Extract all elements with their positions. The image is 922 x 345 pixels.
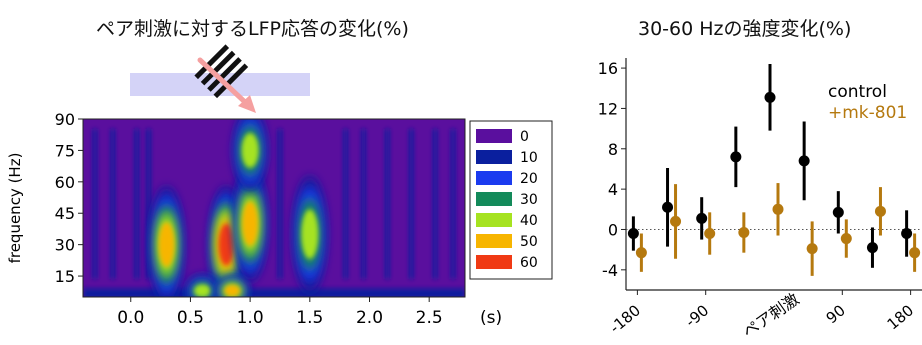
- hotspot-contour: [241, 133, 259, 168]
- spectrogram-heatmap: [83, 119, 465, 297]
- colorbar-label: 10: [520, 150, 538, 166]
- y-tick-label: 0: [608, 220, 618, 239]
- data-point: [704, 228, 716, 240]
- y-tick-label: -4: [602, 261, 618, 280]
- activity-streak: [433, 129, 438, 279]
- activity-streak: [92, 129, 97, 279]
- series-mk801: [635, 183, 921, 276]
- activity-streak: [409, 129, 414, 279]
- y-tick-label: 16: [598, 59, 618, 78]
- colorbar-label: 0: [520, 129, 529, 145]
- activity-streak: [385, 129, 390, 279]
- stimulus-bar: [130, 73, 310, 96]
- colorbar-label: 20: [520, 171, 538, 187]
- spectrogram-panel: ペア刺激に対するLFP応答の変化(%) 15 30 45 60 75 90 0.0 0.5 1.…: [6, 18, 553, 328]
- x-tick-label: 90: [823, 301, 849, 327]
- errorbar-title: 30-60 Hzの強度変化(%): [638, 18, 852, 40]
- spectrogram-figure: 15 30 45 60 75 90 0.0 0.5 1.0 1.5 2.0 2.5 frequency…: [6, 44, 553, 328]
- data-point: [832, 206, 844, 218]
- data-point: [909, 247, 921, 259]
- low-frequency-band: [83, 288, 465, 297]
- activity-streak: [451, 129, 456, 279]
- y-tick-label: 60: [55, 173, 75, 192]
- data-point: [901, 228, 913, 240]
- data-point: [866, 242, 878, 254]
- data-point: [627, 228, 639, 240]
- colorbar-label: 40: [520, 213, 538, 229]
- x-tick-label: -180: [606, 301, 644, 337]
- hotspot-contour: [224, 284, 241, 297]
- colorbar-swatch: [476, 171, 512, 185]
- data-point: [635, 247, 647, 259]
- errorbar-panel: 30-60 Hzの強度変化(%) -4 0 4 8 12 16 -180 -90 90 180 ペア…: [560, 0, 922, 345]
- y-tick-label: 4: [608, 180, 618, 199]
- data-point: [840, 233, 852, 245]
- colorbar-swatch: [476, 255, 512, 269]
- hotspot-contour: [193, 284, 211, 297]
- data-point: [738, 227, 750, 239]
- colorbar-frame: [469, 120, 553, 280]
- hotspot-contour: [301, 209, 319, 259]
- legend-entry: +mk-801: [828, 103, 907, 123]
- activity-streak: [146, 129, 151, 279]
- colorbar-swatch: [476, 234, 512, 248]
- data-point: [798, 155, 810, 167]
- colorbar-label: 60: [520, 255, 538, 271]
- x-tick-label: 180: [884, 301, 918, 333]
- data-point: [730, 151, 742, 163]
- hotspot-contour: [158, 222, 175, 268]
- activity-streak: [361, 129, 366, 279]
- spectrogram-frame: [82, 118, 466, 298]
- colorbar-label: 30: [520, 192, 538, 208]
- series-control: [627, 64, 913, 268]
- activity-streak: [110, 129, 115, 279]
- colorbar-swatch: [476, 192, 512, 206]
- y-tick-label: 12: [598, 99, 618, 118]
- x-tick-label: -90: [682, 301, 712, 331]
- x-tick-label: 2.0: [356, 308, 383, 328]
- activity-streak: [134, 129, 139, 279]
- y-tick-label: 75: [55, 141, 75, 160]
- colorbar-swatch: [476, 213, 512, 227]
- hotspots: [150, 119, 326, 297]
- data-point: [772, 203, 784, 215]
- activity-streak: [343, 129, 348, 279]
- time-unit-label: (s): [480, 308, 502, 328]
- y-tick-label: 30: [55, 236, 75, 255]
- x-tick-label: 2.5: [416, 308, 443, 328]
- y-tick-label: 8: [608, 140, 618, 159]
- colorbar: 0 10 20 30 40 50 60: [469, 120, 553, 280]
- data-point: [806, 243, 818, 255]
- y-tick-label: 45: [55, 204, 75, 223]
- colorbar-swatch: [476, 129, 512, 143]
- pair-stimulus-axis-label: ペア刺激: [739, 289, 802, 341]
- x-tick-label: 0.0: [117, 308, 144, 328]
- spectrogram-title: ペア刺激に対するLFP応答の変化(%): [96, 18, 409, 40]
- data-point: [696, 212, 708, 224]
- colorbar-label: 50: [520, 234, 538, 250]
- data-point: [662, 201, 674, 213]
- x-tick-label: 1.5: [296, 308, 323, 328]
- hotspot-contour: [218, 223, 234, 266]
- y-tick-label: 15: [55, 267, 75, 286]
- activity-streak: [277, 129, 282, 279]
- y-tick-label: 90: [55, 110, 75, 129]
- frequency-axis-label: frequency (Hz): [6, 153, 24, 264]
- data-point: [764, 91, 776, 103]
- low-activity-streaks: [92, 129, 456, 279]
- data-point: [670, 215, 682, 227]
- hotspot-contour: [242, 201, 259, 247]
- x-tick-label: 0.5: [177, 308, 204, 328]
- colorbar-swatch: [476, 150, 512, 164]
- x-tick-label: 1.0: [237, 308, 264, 328]
- errorbar-figure: -4 0 4 8 12 16 -180 -90 90 180 ペア刺激 control+mk-801: [598, 58, 922, 342]
- stimulus-grating-icon: [194, 44, 256, 113]
- legend-entry: control: [828, 82, 887, 102]
- data-point: [874, 205, 886, 217]
- heatmap-background: [83, 119, 465, 297]
